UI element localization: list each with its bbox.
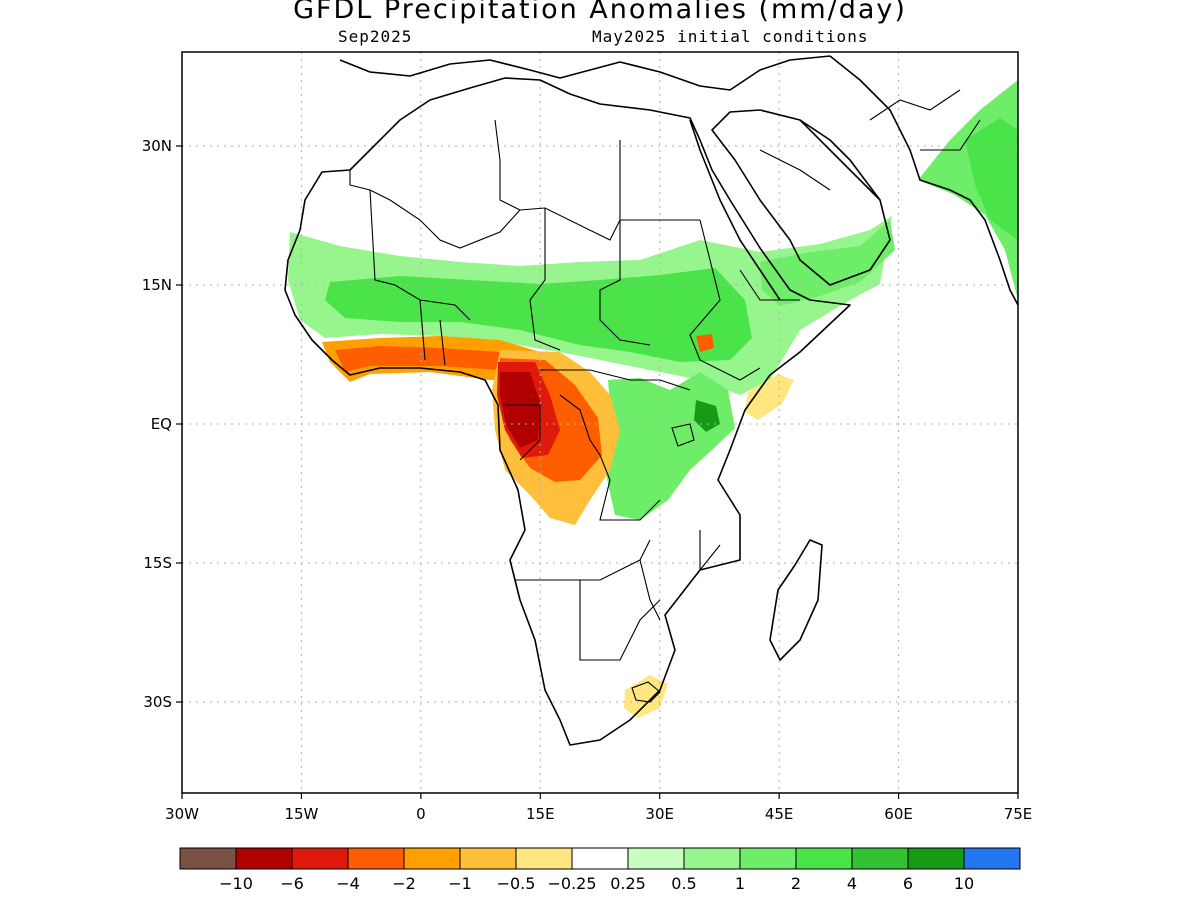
guinea-coast-dry-core — [335, 346, 530, 372]
colorbar-label: −0.25 — [547, 874, 596, 893]
border-line — [439, 319, 446, 366]
border-line — [639, 559, 661, 621]
lon-tick-label: 15W — [284, 805, 318, 823]
south-africa-dry-patch — [624, 675, 668, 718]
colorbar-swatch — [179, 847, 237, 870]
mediterranean-north-shore — [339, 55, 831, 91]
asia-coastline — [829, 55, 1018, 306]
colorbar-swatch — [963, 847, 1021, 870]
lat-tick-label: 30S — [143, 693, 172, 711]
colorbar-swatch — [683, 847, 741, 870]
colorbar-swatch — [291, 847, 349, 870]
colorbar-label: 1 — [735, 874, 745, 893]
lat-tick-label: EQ — [151, 415, 172, 433]
colorbar-swatch — [627, 847, 685, 870]
lon-tick-label: 30E — [645, 805, 674, 823]
lake-victoria-outline — [671, 423, 695, 447]
country-borders — [349, 89, 981, 703]
congo-dry-core — [500, 372, 540, 448]
lon-tick-label: 60E — [884, 805, 913, 823]
lesotho-outline — [631, 681, 661, 703]
border-line — [529, 208, 561, 351]
colorbar-label: 4 — [847, 874, 857, 893]
border-line — [599, 140, 651, 346]
initial-conditions-label: May2025 initial conditions — [592, 27, 869, 46]
border-line — [920, 119, 981, 151]
lon-tick-label: 75E — [1004, 805, 1033, 823]
lon-tick-label: 15E — [526, 805, 555, 823]
colorbar-label: 0.5 — [671, 874, 696, 893]
colorbar-swatch — [571, 847, 629, 870]
longitude-axis: 30W 15W 0 15E 30E 45E 60E 75E — [165, 793, 1032, 823]
horn-dry-patch — [745, 374, 794, 420]
arabia-wet-area — [760, 220, 895, 306]
border-line — [579, 580, 661, 661]
coastlines — [284, 55, 1018, 746]
lat-tick-label: 15N — [142, 276, 172, 294]
map-title: GFDL Precipitation Anomalies (mm/day) — [293, 0, 907, 25]
red-sea-coast — [689, 119, 781, 301]
colorbar-swatch — [795, 847, 853, 870]
border-line — [540, 369, 691, 391]
colorbar-label: 6 — [903, 874, 913, 893]
valid-month-label: Sep2025 — [338, 27, 413, 46]
lat-tick-label: 30N — [142, 137, 172, 155]
south-asia-wet-core — [965, 118, 1018, 240]
colorbar-label: 2 — [791, 874, 801, 893]
colorbar-label: 0.25 — [610, 874, 646, 893]
colorbar-swatch — [851, 847, 909, 870]
colorbar-swatch — [515, 847, 573, 870]
colorbar-swatch — [347, 847, 405, 870]
lon-tick-label: 45E — [765, 805, 794, 823]
africa-coastline — [284, 77, 851, 746]
sahel-core-wet — [325, 268, 752, 362]
border-line — [419, 299, 426, 361]
colorbar-labels: −10 −6 −4 −2 −1 −0.5 −0.25 0.25 0.5 1 2 … — [219, 874, 974, 893]
ethiopia-dry-spot — [696, 334, 714, 352]
lon-tick-label: 30W — [165, 805, 199, 823]
border-line — [759, 149, 831, 191]
border-line — [494, 119, 521, 211]
lat-tick-label: 15S — [143, 554, 172, 572]
madagascar-coastline — [769, 539, 823, 661]
colorbar-label: −10 — [219, 874, 253, 893]
lon-tick-label: 0 — [416, 805, 426, 823]
colorbar-swatch — [403, 847, 461, 870]
colorbar-label: −1 — [448, 874, 472, 893]
colorbar-swatch — [459, 847, 517, 870]
border-line — [349, 170, 700, 249]
colorbar-label: −0.5 — [497, 874, 536, 893]
colorbar-label: −2 — [392, 874, 416, 893]
persian-gulf-coast — [799, 119, 881, 201]
colorbar — [179, 847, 1021, 870]
colorbar-label: −6 — [280, 874, 304, 893]
colorbar-label: −4 — [336, 874, 360, 893]
border-line — [869, 89, 961, 121]
colorbar-swatch — [907, 847, 965, 870]
map-frame — [181, 51, 1019, 794]
border-line — [699, 530, 721, 572]
colorbar-swatch — [739, 847, 797, 870]
colorbar-label: 10 — [954, 874, 974, 893]
border-line — [559, 394, 661, 521]
border-line — [505, 404, 541, 461]
latitude-axis: 30N 15N EQ 15S 30S — [142, 137, 182, 711]
border-line — [739, 269, 800, 301]
arabia-coastline — [711, 109, 891, 286]
border-line — [369, 189, 471, 321]
east-africa-wet — [605, 372, 735, 520]
border-line — [689, 219, 761, 381]
anomaly-fields — [288, 80, 1018, 718]
colorbar-swatch — [235, 847, 293, 870]
border-line — [515, 539, 651, 581]
